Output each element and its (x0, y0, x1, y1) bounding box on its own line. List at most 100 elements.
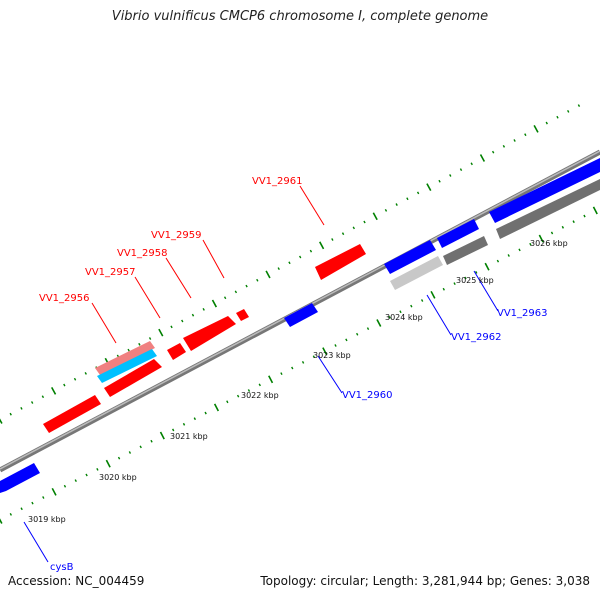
outer-tick (265, 270, 271, 279)
outer-tick (9, 412, 12, 416)
kbp-label-3023: 3023 kbp (313, 351, 351, 360)
inner-tick (334, 344, 337, 347)
outer-tick (138, 342, 141, 346)
gene-VV1_2956-cyan[interactable] (97, 349, 157, 383)
inner-tick (9, 512, 12, 516)
gene-VV1_2963[interactable] (489, 158, 600, 223)
inner-tick (51, 487, 57, 496)
gene-gray-light[interactable] (390, 256, 443, 290)
outer-tick (502, 144, 506, 148)
gene-blue-small[interactable] (437, 219, 479, 248)
inner-tick (20, 507, 23, 511)
outer-tick (50, 386, 57, 395)
inner-tick (42, 496, 45, 499)
label-VV1_2962: VV1_2962 (451, 332, 502, 343)
outer-tick (158, 328, 164, 337)
outer-tick (277, 267, 280, 271)
kbp-label-3025: 3025 kbp (456, 276, 494, 285)
kbp-label-3026: 3026 kbp (530, 239, 568, 248)
inner-tick (247, 389, 251, 392)
inner-tick (117, 456, 121, 460)
outer-tick (533, 124, 539, 133)
outer-tick (298, 255, 302, 259)
outer-tick (384, 208, 388, 212)
label-VV1_2961: VV1_2961 (252, 176, 303, 187)
gene-VV1_2959[interactable] (236, 309, 249, 321)
outer-tick (491, 150, 495, 154)
outer-tick (416, 191, 420, 195)
label-VV1_2958: VV1_2958 (117, 248, 168, 259)
outer-tick (426, 183, 432, 191)
inner-tick (345, 338, 348, 342)
inner-tick (172, 428, 175, 432)
inner-tick (583, 214, 586, 218)
inner-tick (529, 242, 532, 246)
outer-tick (256, 278, 259, 282)
inner-tick (366, 327, 370, 331)
inner-tick (63, 484, 67, 488)
kbp-label-3021: 3021 kbp (170, 432, 208, 441)
inner-tick (301, 361, 305, 364)
outer-tick (545, 121, 548, 125)
inner-tick (291, 366, 294, 370)
inner-tick (388, 315, 391, 319)
inner-tick (268, 375, 274, 384)
inner-tick (550, 231, 554, 235)
inner-tick (280, 372, 283, 376)
outer-tick (202, 307, 205, 311)
outer-tick (577, 104, 581, 107)
inner-tick (236, 394, 240, 398)
outer-tick (341, 232, 345, 236)
inner-tick (430, 290, 436, 299)
gene-VV1_2960[interactable] (284, 303, 318, 327)
inner-tick (496, 259, 500, 263)
gene-cysB[interactable] (0, 463, 40, 493)
outer-tick (363, 220, 366, 224)
outer-tick-row (0, 104, 581, 424)
outer-tick (395, 203, 398, 206)
inner-tick (464, 276, 467, 280)
outer-tick (181, 319, 184, 323)
gene-red-1[interactable] (43, 395, 101, 433)
gene-VV1_2956[interactable] (104, 359, 162, 397)
inner-tick (507, 254, 510, 257)
inner-tick (538, 234, 544, 243)
outer-tick (0, 418, 3, 424)
outer-tick (148, 337, 152, 340)
gene-VV1_2961[interactable] (315, 244, 366, 280)
inner-tick (150, 439, 153, 443)
inner-tick (96, 467, 99, 471)
leader-lines (23, 185, 499, 563)
gene-gray-dark-1[interactable] (443, 236, 488, 265)
inner-tick (518, 248, 521, 252)
label-VV1_2957: VV1_2957 (85, 267, 136, 278)
kbp-label-3020: 3020 kbp (99, 473, 137, 482)
gene-features (0, 158, 600, 493)
kbp-label-3022: 3022 kbp (241, 391, 279, 400)
inner-tick (410, 304, 413, 308)
inner-tick (226, 400, 229, 404)
inner-tick (592, 206, 598, 215)
inner-tick (442, 287, 445, 291)
gene-gray-dark-2[interactable] (496, 179, 600, 239)
gene-VV1_2956-pink[interactable] (95, 341, 155, 375)
inner-tick (0, 518, 3, 524)
gene-VV1_2958[interactable] (183, 316, 236, 351)
outer-tick (513, 139, 516, 142)
inner-tick (139, 445, 142, 449)
outer-tick (319, 241, 325, 250)
gene-VV1_2957[interactable] (167, 343, 186, 360)
outer-tick (170, 325, 173, 329)
accession-text: Accession: NC_004459 (8, 574, 145, 588)
inner-tick (572, 220, 575, 224)
inner-tick (159, 431, 165, 440)
label-VV1_2963: VV1_2963 (497, 308, 548, 319)
outer-tick (352, 226, 355, 230)
gene-VV1_2962[interactable] (384, 240, 436, 274)
outer-tick (288, 261, 291, 265)
label-VV1_2959: VV1_2959 (151, 230, 202, 241)
inner-tick (312, 355, 316, 359)
outer-tick (331, 238, 334, 241)
inner-tick (420, 299, 424, 302)
